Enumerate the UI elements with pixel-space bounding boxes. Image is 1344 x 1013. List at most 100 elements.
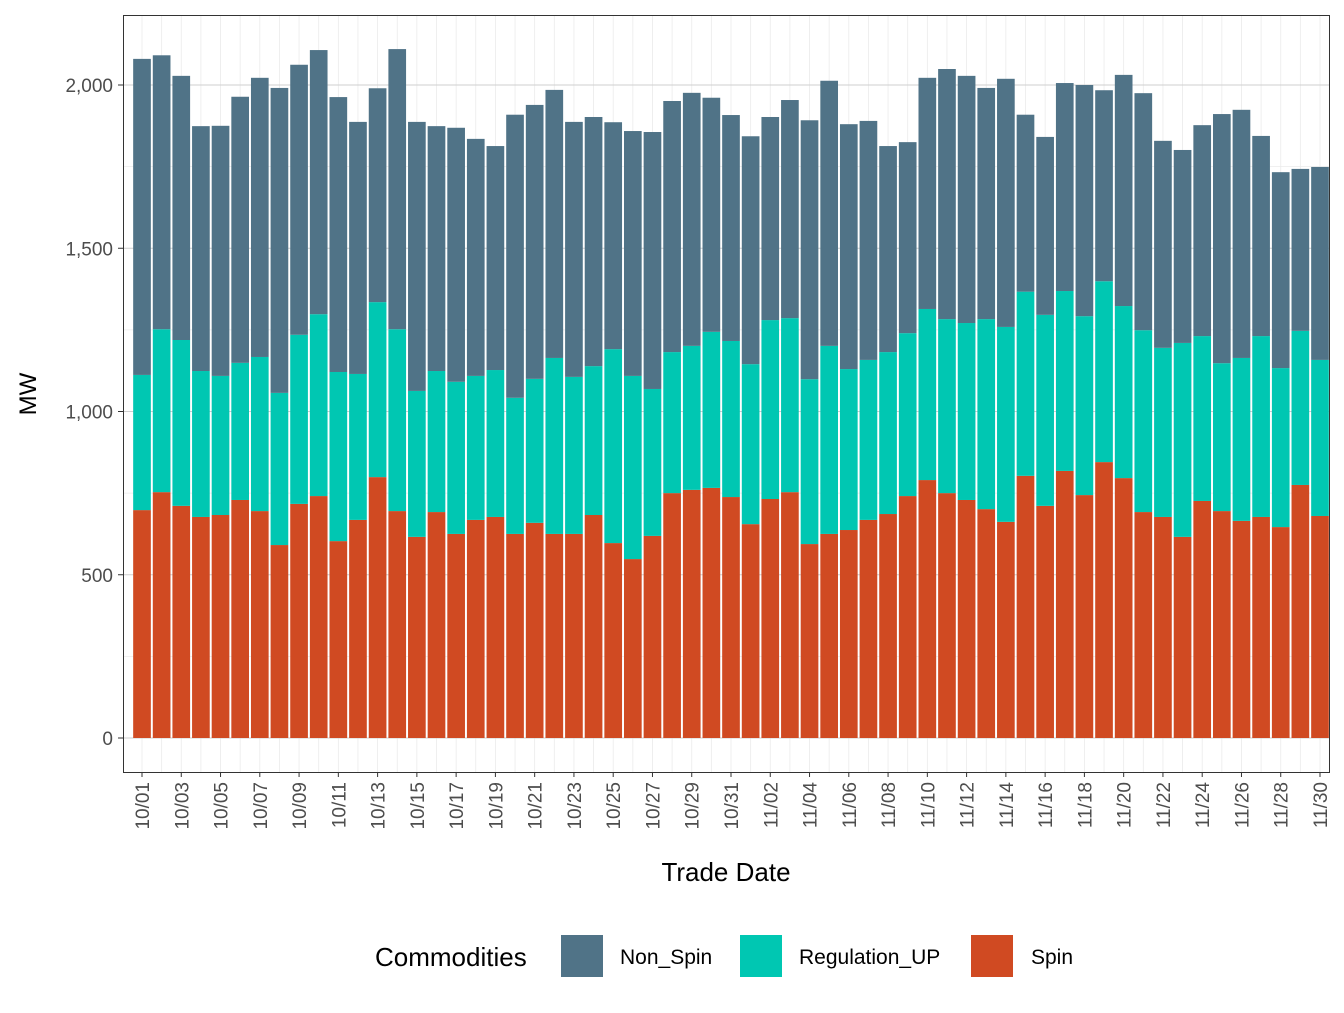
- bar-regulation_up-11-17: [1055, 291, 1074, 471]
- bar-regulation_up-11-27: [1252, 336, 1270, 517]
- x-tick-label: 10/07: [251, 782, 272, 830]
- x-tick-label: 11/14: [997, 782, 1018, 829]
- bar-non_spin-10-30: [702, 97, 721, 332]
- bar-regulation_up-11-28: [1271, 368, 1290, 528]
- bar-non_spin-11-24: [1193, 125, 1212, 337]
- bar-regulation_up-11-11: [938, 319, 956, 494]
- bar-spin-10-31: [722, 497, 740, 738]
- x-tick-label: 11/24: [1193, 782, 1214, 829]
- legend-key-non_spin: [561, 935, 603, 977]
- bar-spin-11-04: [800, 544, 819, 738]
- bar-regulation_up-10-12: [349, 373, 367, 520]
- bar-non_spin-11-03: [781, 100, 799, 319]
- legend-label-regulation_up: Regulation_UP: [799, 946, 940, 969]
- bar-spin-10-11: [329, 541, 348, 738]
- bar-regulation_up-11-24: [1193, 336, 1212, 501]
- bar-spin-11-20: [1114, 478, 1133, 738]
- bar-non_spin-11-10: [918, 77, 937, 309]
- bar-non_spin-10-22: [545, 89, 564, 358]
- bar-spin-10-09: [290, 503, 308, 738]
- x-tick-label: 11/08: [879, 782, 900, 828]
- bar-non_spin-10-14: [388, 49, 407, 330]
- bar-spin-11-01: [741, 524, 760, 738]
- y-tick-label: 0: [102, 729, 113, 750]
- y-tick-label: 1,000: [65, 403, 113, 424]
- bar-regulation_up-10-29: [682, 345, 701, 490]
- bar-regulation_up-10-08: [270, 392, 289, 546]
- x-tick-label: 11/30: [1311, 782, 1332, 828]
- x-tick-label: 11/02: [761, 782, 782, 828]
- bar-regulation_up-10-05: [211, 375, 230, 516]
- bar-regulation_up-10-02: [152, 329, 171, 493]
- bar-non_spin-11-02: [761, 116, 780, 321]
- bar-regulation_up-11-02: [761, 320, 780, 500]
- legend-key-regulation_up: [740, 935, 782, 977]
- bar-spin-11-08: [879, 514, 897, 738]
- bar-regulation_up-10-28: [663, 352, 681, 494]
- x-tick-label: 10/15: [408, 782, 429, 830]
- bar-non_spin-11-05: [820, 80, 839, 346]
- bar-non_spin-10-28: [663, 100, 681, 353]
- bar-regulation_up-10-04: [192, 371, 210, 517]
- bar-regulation_up-11-15: [1016, 291, 1035, 476]
- bar-spin-10-13: [368, 477, 387, 738]
- y-tick-label: 500: [81, 566, 113, 587]
- bar-spin-11-12: [957, 499, 976, 738]
- bar-non_spin-11-13: [977, 87, 996, 320]
- panel-border: [123, 15, 1330, 773]
- bar-spin-11-30: [1311, 515, 1329, 738]
- bar-non_spin-10-11: [329, 97, 348, 372]
- bar-regulation_up-11-21: [1134, 330, 1153, 513]
- bar-spin-11-05: [820, 533, 839, 738]
- x-tick-label: 11/28: [1272, 782, 1293, 828]
- bar-spin-10-28: [663, 493, 681, 738]
- bar-spin-11-06: [839, 530, 858, 738]
- bar-non_spin-10-13: [368, 88, 387, 303]
- bar-spin-10-17: [447, 533, 465, 738]
- bar-regulation_up-10-01: [133, 374, 151, 511]
- bar-spin-10-06: [231, 499, 250, 738]
- bar-spin-11-24: [1193, 500, 1212, 738]
- bar-spin-11-07: [859, 519, 878, 738]
- bar-spin-11-19: [1095, 462, 1113, 738]
- bar-non_spin-10-21: [525, 104, 544, 379]
- x-tick-label: 10/09: [290, 782, 311, 830]
- x-tick-label: 10/27: [643, 782, 664, 830]
- bar-non_spin-10-15: [408, 121, 426, 391]
- bar-non_spin-10-02: [152, 55, 171, 330]
- x-tick-label: 10/31: [722, 782, 743, 830]
- x-tick-label: 10/19: [486, 782, 507, 830]
- bar-regulation_up-10-22: [545, 357, 564, 534]
- bar-spin-10-14: [388, 511, 407, 738]
- bar-non_spin-11-15: [1016, 114, 1035, 292]
- bar-regulation_up-10-17: [447, 381, 465, 534]
- x-tick-label: 10/01: [133, 782, 154, 830]
- bar-regulation_up-10-13: [368, 302, 387, 478]
- bar-spin-11-26: [1232, 520, 1251, 738]
- bar-regulation_up-10-19: [486, 370, 505, 517]
- bar-regulation_up-10-27: [643, 388, 662, 536]
- bar-non_spin-10-07: [250, 77, 269, 357]
- x-tick-label: 10/25: [604, 782, 625, 830]
- bar-spin-11-16: [1036, 505, 1054, 738]
- bar-non_spin-11-16: [1036, 136, 1054, 315]
- bar-regulation_up-10-23: [565, 376, 583, 534]
- x-tick-label: 10/03: [172, 782, 193, 830]
- bar-spin-10-01: [133, 510, 151, 738]
- bar-non_spin-11-08: [879, 146, 897, 353]
- bar-regulation_up-11-10: [918, 308, 937, 481]
- bar-spin-11-23: [1173, 536, 1192, 738]
- x-tick-label: 11/12: [958, 782, 979, 828]
- bar-regulation_up-10-07: [250, 356, 269, 512]
- bar-regulation_up-11-12: [957, 323, 976, 500]
- bar-regulation_up-11-18: [1075, 316, 1094, 496]
- legend-title: Commodities: [375, 942, 527, 972]
- bar-non_spin-11-04: [800, 120, 819, 380]
- bar-spin-10-25: [604, 543, 623, 738]
- bar-regulation_up-10-21: [525, 378, 544, 523]
- bar-regulation_up-10-24: [584, 366, 603, 516]
- bar-spin-10-15: [408, 536, 426, 738]
- bar-regulation_up-10-18: [466, 375, 485, 520]
- x-tick-label: 10/05: [212, 782, 233, 830]
